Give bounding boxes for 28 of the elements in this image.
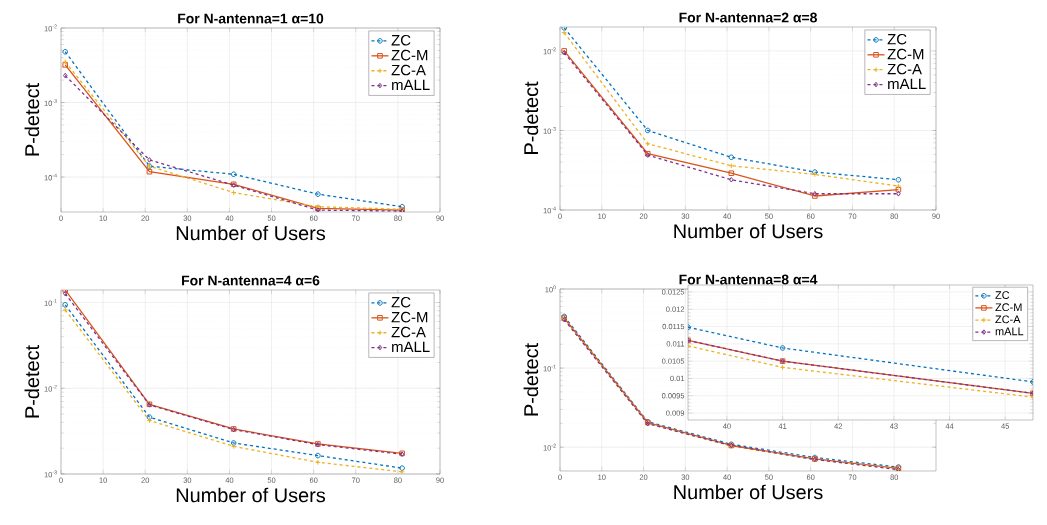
x-axis-title: Number of Users	[176, 225, 326, 241]
legend-label: ZC-M	[887, 48, 924, 60]
y-axis-title: P-detect	[24, 345, 40, 418]
legend-label: ZC	[391, 34, 411, 46]
legend-label: ZC-A	[391, 326, 426, 338]
legend-label: mALL	[995, 327, 1024, 336]
legend-label: ZC-A	[391, 64, 426, 76]
legend-label: ZC	[391, 296, 411, 308]
legend-label: mALL	[888, 78, 926, 89]
x-axis-title: Number of Users	[674, 223, 823, 239]
legend-label: ZC-M	[391, 311, 428, 323]
chart-title: For N-antenna=8 α=4	[679, 274, 818, 285]
x-axis-title: Number of Users	[674, 484, 823, 500]
x-axis-title: Number of Users	[176, 487, 326, 503]
legend-label: ZC-A	[995, 315, 1021, 324]
y-axis-title: P-detect	[24, 83, 40, 156]
legend-label: ZC-M	[995, 303, 1022, 312]
chart-title: For N-antenna=2 α=8	[679, 12, 817, 23]
legend-label: ZC-M	[391, 49, 428, 61]
chart-title: For N-antenna=4 α=6	[182, 275, 320, 286]
y-axis-title: P-detect	[523, 81, 539, 154]
chart-title: For N-antenna=1 α=10	[178, 13, 324, 24]
legend-label: mALL	[392, 79, 430, 90]
legend-label: ZC-A	[887, 63, 922, 75]
y-axis-title: P-detect	[523, 343, 539, 416]
legend-label: ZC	[995, 291, 1010, 299]
legend-label: ZC	[887, 33, 907, 45]
legend-label: mALL	[392, 341, 430, 352]
